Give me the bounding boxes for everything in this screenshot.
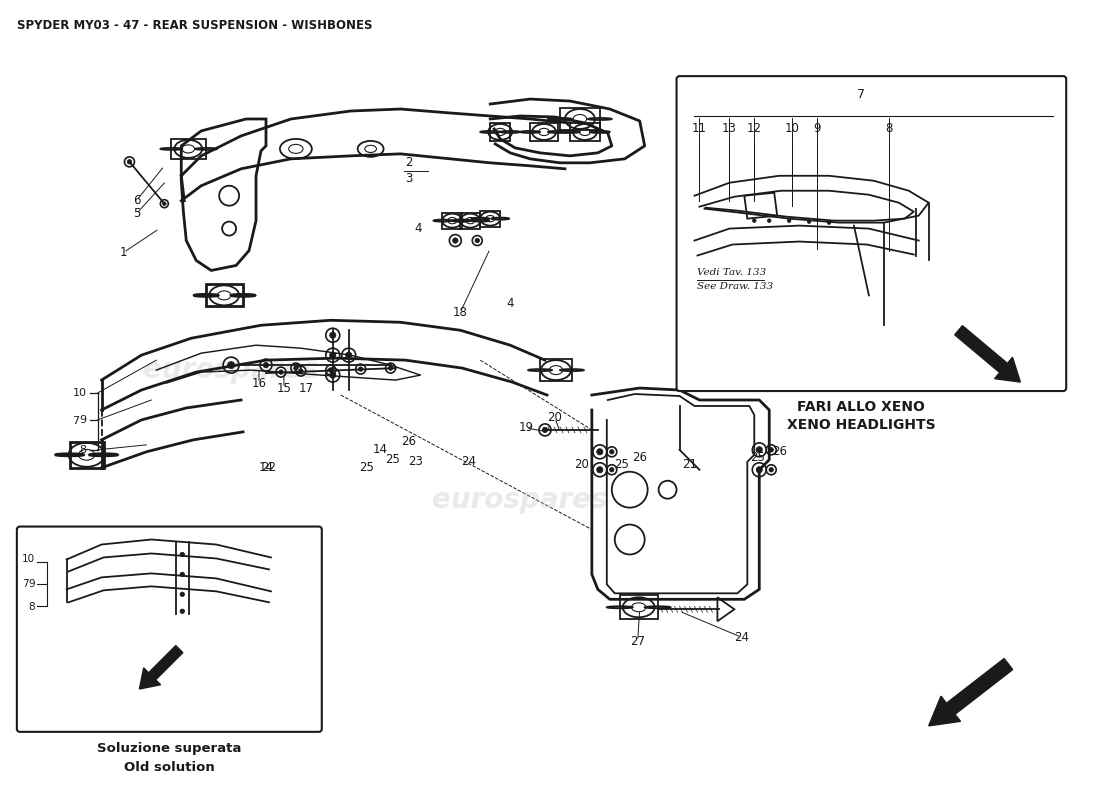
Text: 24: 24 xyxy=(461,455,476,468)
Circle shape xyxy=(542,427,548,433)
FancyArrow shape xyxy=(140,646,183,689)
Circle shape xyxy=(298,369,304,374)
Text: 16: 16 xyxy=(252,377,266,390)
Text: 13: 13 xyxy=(722,122,737,135)
Text: 22: 22 xyxy=(262,462,276,474)
Text: 10: 10 xyxy=(784,122,800,135)
Circle shape xyxy=(345,352,352,358)
Circle shape xyxy=(768,219,771,222)
Text: 19: 19 xyxy=(518,422,534,434)
Text: 4: 4 xyxy=(506,297,514,310)
Text: 26: 26 xyxy=(772,446,786,458)
Text: Old solution: Old solution xyxy=(124,761,214,774)
Circle shape xyxy=(609,467,614,472)
Text: 26: 26 xyxy=(632,451,647,464)
Text: 7: 7 xyxy=(857,88,865,101)
Text: 8: 8 xyxy=(79,445,87,455)
Text: See Draw. 133: See Draw. 133 xyxy=(697,282,773,291)
Text: 18: 18 xyxy=(453,306,468,319)
Circle shape xyxy=(807,220,811,223)
Text: 25: 25 xyxy=(750,451,764,464)
Circle shape xyxy=(263,362,268,368)
Text: eurospares: eurospares xyxy=(143,356,319,384)
Text: 24: 24 xyxy=(734,630,749,644)
Text: 21: 21 xyxy=(682,458,697,471)
Circle shape xyxy=(827,221,830,225)
Text: Vedi Tav. 133: Vedi Tav. 133 xyxy=(697,269,767,278)
Text: 2: 2 xyxy=(405,156,412,170)
FancyBboxPatch shape xyxy=(16,526,322,732)
Text: 1: 1 xyxy=(120,246,128,259)
Circle shape xyxy=(294,366,298,370)
Circle shape xyxy=(180,572,185,577)
Circle shape xyxy=(359,367,363,371)
Circle shape xyxy=(278,370,283,374)
Text: 14: 14 xyxy=(373,443,388,456)
Circle shape xyxy=(180,552,185,557)
Circle shape xyxy=(475,238,480,242)
Text: 9: 9 xyxy=(813,122,821,135)
Circle shape xyxy=(388,366,393,370)
Text: 5: 5 xyxy=(133,207,140,220)
Text: 23: 23 xyxy=(408,455,422,468)
Circle shape xyxy=(596,449,603,455)
Circle shape xyxy=(228,362,234,369)
Circle shape xyxy=(330,352,336,358)
Text: 14: 14 xyxy=(258,462,274,474)
Text: 8: 8 xyxy=(29,602,35,612)
Text: SPYDER MY03 - 47 - REAR SUSPENSION - WISHBONES: SPYDER MY03 - 47 - REAR SUSPENSION - WIS… xyxy=(16,19,373,32)
Circle shape xyxy=(788,219,791,222)
Circle shape xyxy=(180,609,185,614)
Text: eurospares: eurospares xyxy=(432,486,608,514)
Text: FARI ALLO XENO: FARI ALLO XENO xyxy=(798,400,925,414)
Circle shape xyxy=(609,450,614,454)
Text: 17: 17 xyxy=(298,382,314,394)
FancyBboxPatch shape xyxy=(676,76,1066,391)
Text: 6: 6 xyxy=(133,194,140,207)
Text: Soluzione superata: Soluzione superata xyxy=(97,742,242,755)
Circle shape xyxy=(769,467,773,472)
Circle shape xyxy=(452,238,458,243)
Text: 7: 7 xyxy=(73,416,79,426)
Text: 12: 12 xyxy=(747,122,762,135)
Text: 9: 9 xyxy=(79,415,87,425)
Circle shape xyxy=(756,466,762,473)
Text: 10: 10 xyxy=(22,554,35,565)
FancyArrow shape xyxy=(955,326,1021,382)
Text: 15: 15 xyxy=(276,382,292,394)
Circle shape xyxy=(330,372,336,378)
Text: XENO HEADLIGHTS: XENO HEADLIGHTS xyxy=(786,418,935,432)
Circle shape xyxy=(128,159,132,164)
Text: 4: 4 xyxy=(415,222,422,235)
Text: 20: 20 xyxy=(548,411,562,425)
Text: 27: 27 xyxy=(630,634,646,648)
FancyArrow shape xyxy=(928,658,1013,726)
Circle shape xyxy=(163,202,166,206)
Circle shape xyxy=(596,466,603,473)
Text: 26: 26 xyxy=(402,435,416,448)
Text: 25: 25 xyxy=(385,454,400,466)
Text: 7: 7 xyxy=(22,579,29,590)
Text: 20: 20 xyxy=(574,458,590,471)
Circle shape xyxy=(330,332,336,338)
Circle shape xyxy=(180,592,185,597)
Circle shape xyxy=(756,446,762,453)
Circle shape xyxy=(752,219,756,222)
Text: 25: 25 xyxy=(614,458,629,471)
Text: 3: 3 xyxy=(405,172,412,186)
Text: 25: 25 xyxy=(360,462,374,474)
Text: 11: 11 xyxy=(692,122,707,135)
Circle shape xyxy=(329,368,333,372)
Text: 9: 9 xyxy=(29,579,35,590)
Text: 10: 10 xyxy=(73,388,87,398)
Circle shape xyxy=(769,447,773,452)
Text: 8: 8 xyxy=(886,122,892,135)
